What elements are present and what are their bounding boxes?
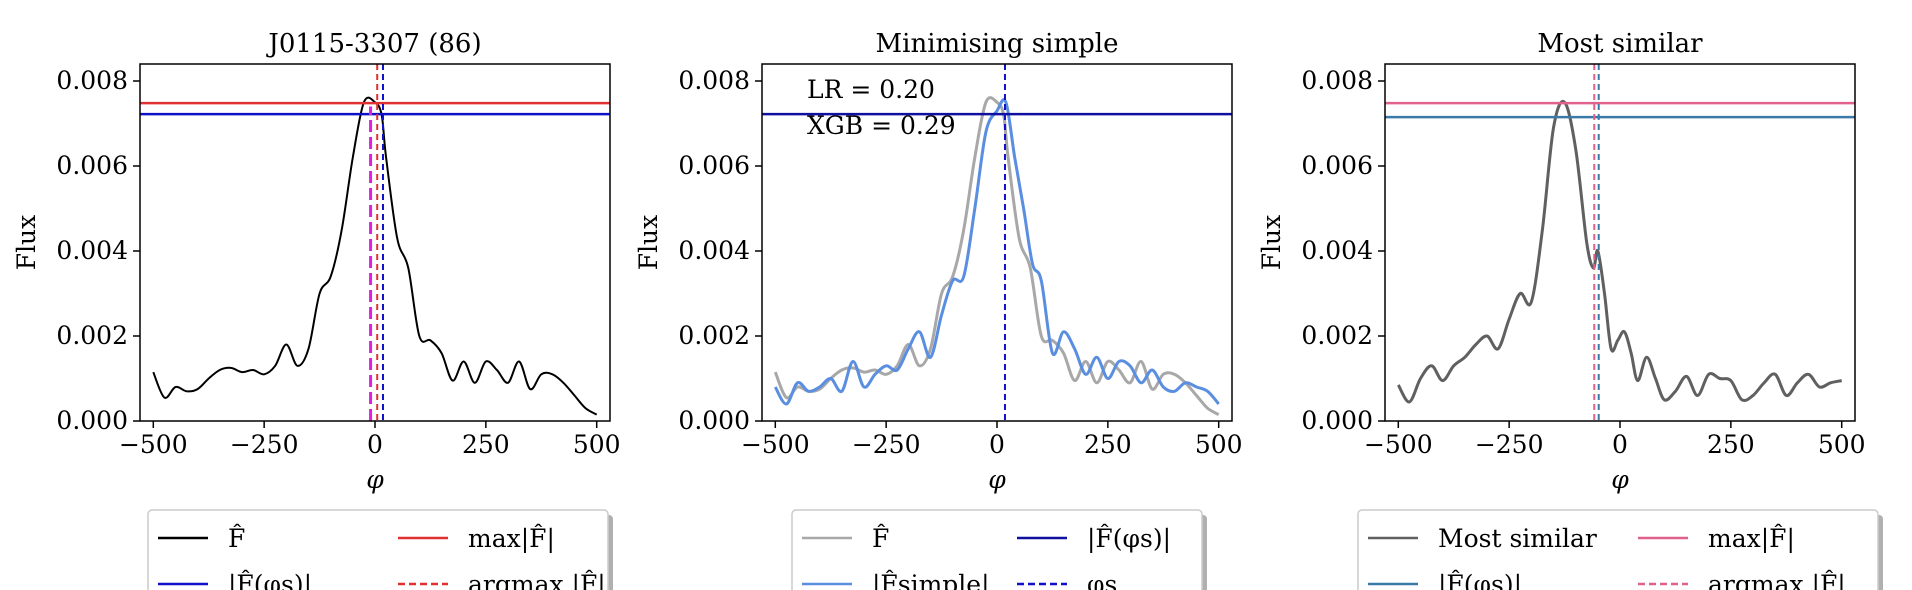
chart-title: Most similar bbox=[1537, 29, 1703, 59]
x-tick-label: 250 bbox=[1707, 430, 1755, 459]
x-tick-label: 250 bbox=[462, 430, 510, 459]
legend-label: |F̂simple| bbox=[872, 570, 990, 590]
series-1-line bbox=[152, 96, 598, 416]
x-tick-label: 0 bbox=[367, 430, 383, 459]
x-tick-label: 0 bbox=[1612, 430, 1628, 459]
y-tick-label: 0.004 bbox=[678, 236, 750, 265]
legend-label: Most similar bbox=[1438, 524, 1597, 553]
series-2-line bbox=[773, 98, 1220, 406]
x-tick-label: 0 bbox=[989, 430, 1005, 459]
y-tick-label: 0.006 bbox=[1301, 151, 1373, 180]
y-tick-label: 0.000 bbox=[56, 406, 128, 435]
series-1-line bbox=[773, 96, 1220, 416]
legend-box bbox=[1357, 509, 1879, 590]
y-tick-label: 0.002 bbox=[56, 321, 128, 350]
legend-label: |F̂(φs)| bbox=[1438, 570, 1522, 590]
chart-title: J0115-3307 (86) bbox=[265, 29, 481, 59]
y-tick-label: 0.000 bbox=[678, 406, 750, 435]
y-tick-label: 0.000 bbox=[1301, 406, 1373, 435]
x-tick-label: 500 bbox=[1195, 430, 1243, 459]
legend-box bbox=[147, 509, 609, 590]
x-axis-label: φ bbox=[988, 465, 1006, 494]
y-tick-label: 0.004 bbox=[1301, 236, 1373, 265]
legend-label: |F̂(φs)| bbox=[1087, 524, 1171, 554]
x-tick-label: 250 bbox=[1084, 430, 1132, 459]
chart-panel-2: Minimising simple −500 −250 0 250 500 0.000 0.0… bbox=[634, 29, 1243, 590]
y-tick-label: 0.008 bbox=[678, 66, 750, 95]
legend-label: F̂ bbox=[872, 524, 889, 553]
y-tick-label: 0.004 bbox=[56, 236, 128, 265]
x-axis-label: φ bbox=[1611, 465, 1629, 494]
x-tick-label: 500 bbox=[573, 430, 621, 459]
y-tick-label: 0.002 bbox=[1301, 321, 1373, 350]
x-tick-label: 500 bbox=[1818, 430, 1866, 459]
legend: Most similar max|F̂| |F̂(φs)| argmax |F̂| bbox=[1357, 509, 1883, 590]
y-axis-label: Flux bbox=[12, 215, 41, 271]
x-tick-label: −500 bbox=[1364, 430, 1433, 459]
series-group bbox=[762, 64, 1232, 421]
annotation-1: LR = 0.20 bbox=[807, 75, 935, 104]
chart-panel-3: Most similar −500 −250 0 250 500 0.000 0.002 0.0… bbox=[1257, 29, 1883, 590]
x-tick-label: −250 bbox=[852, 430, 921, 459]
x-tick-label: −500 bbox=[741, 430, 810, 459]
y-axis-label: Flux bbox=[634, 215, 663, 271]
x-tick-label: −250 bbox=[1475, 430, 1544, 459]
legend-label: max|F̂| bbox=[1708, 524, 1795, 554]
legend-label: argmax |F̂| bbox=[1708, 570, 1846, 590]
chart-title: Minimising simple bbox=[876, 29, 1119, 59]
y-axis-label: Flux bbox=[1257, 215, 1286, 271]
x-tick-label: −250 bbox=[230, 430, 299, 459]
chart-panel-1: J0115-3307 (86) −500 −250 0 250 500 0.000 0.002… bbox=[12, 29, 621, 590]
y-tick-label: 0.008 bbox=[56, 66, 128, 95]
legend-label: φs bbox=[1087, 570, 1117, 590]
y-tick-label: 0.006 bbox=[56, 151, 128, 180]
y-tick-label: 0.006 bbox=[678, 151, 750, 180]
legend-box bbox=[791, 509, 1203, 590]
series-1-line bbox=[1396, 99, 1843, 404]
legend: F̂ max|F̂| |F̂(φs)| argmax |F̂| bbox=[147, 509, 613, 590]
legend-label: F̂ bbox=[228, 524, 245, 553]
legend: F̂ |F̂(φs)| |F̂simple| φs bbox=[791, 509, 1207, 590]
series-group bbox=[140, 64, 610, 421]
annotation-2: XGB = 0.29 bbox=[807, 111, 956, 140]
x-tick-label: −500 bbox=[119, 430, 188, 459]
legend-label: argmax |F̂| bbox=[468, 570, 606, 590]
series-group bbox=[1385, 64, 1855, 421]
y-tick-label: 0.008 bbox=[1301, 66, 1373, 95]
legend-label: max|F̂| bbox=[468, 524, 555, 554]
legend-label: |F̂(φs)| bbox=[228, 570, 312, 590]
axes-frame bbox=[139, 63, 611, 422]
y-tick-label: 0.002 bbox=[678, 321, 750, 350]
x-axis-label: φ bbox=[366, 465, 384, 494]
